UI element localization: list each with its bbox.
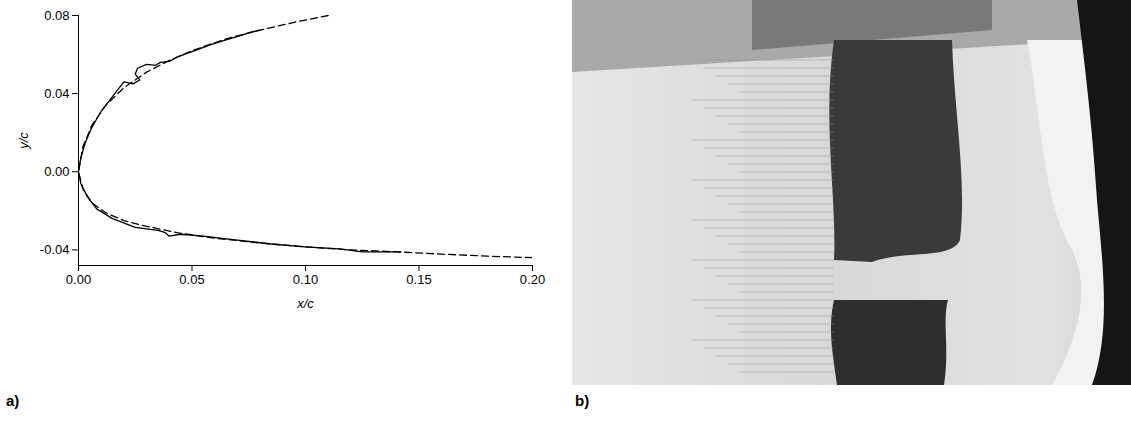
svg-text:y/c: y/c [16, 132, 31, 150]
svg-text:0.05: 0.05 [179, 272, 204, 287]
svg-text:0.04: 0.04 [44, 86, 69, 101]
svg-text:0.08: 0.08 [44, 8, 69, 23]
svg-text:0.00: 0.00 [44, 164, 69, 179]
svg-text:0.00: 0.00 [66, 272, 91, 287]
html-text:b): b) [575, 392, 590, 409]
html-text:a): a) [6, 392, 20, 409]
svg-text:0.15: 0.15 [406, 272, 431, 287]
svg-text:-0.04: -0.04 [40, 242, 70, 257]
svg-text:0.20: 0.20 [520, 272, 545, 287]
svg-text:x/c: x/c [296, 296, 314, 311]
svg-text:0.10: 0.10 [293, 272, 318, 287]
